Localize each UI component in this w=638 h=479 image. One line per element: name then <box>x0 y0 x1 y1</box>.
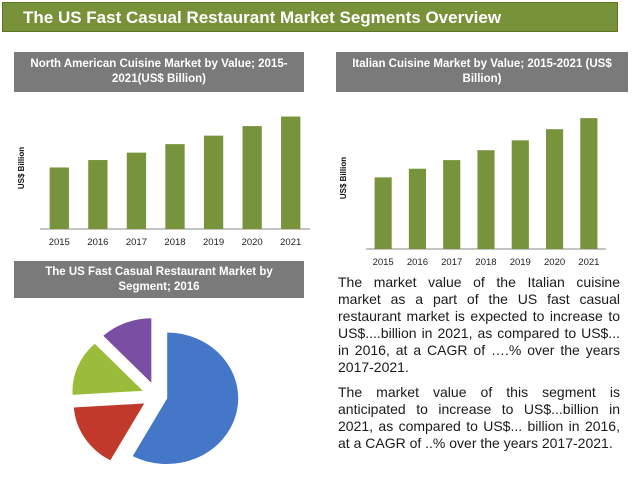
page-title: The US Fast Casual Restaurant Market Seg… <box>2 2 618 32</box>
north-american-chart-title: North American Cuisine Market by Value; … <box>14 52 304 92</box>
italian-bar-2019 <box>511 140 529 249</box>
north-american-y-axis-label: US$ Billion <box>17 147 26 189</box>
pie-slice-3 <box>71 342 146 396</box>
italian-tick-label: 2021 <box>578 257 599 268</box>
north-american-tick-label: 2016 <box>87 237 108 248</box>
segment-pie-chart <box>71 317 240 466</box>
north-american-bar-2018 <box>165 144 185 229</box>
segment-growth-description: The market value of this segment is anti… <box>338 384 620 451</box>
italian-bar-2017 <box>443 160 461 249</box>
italian-bar-2016 <box>408 168 426 249</box>
italian-bar-2018 <box>477 150 495 249</box>
italian-tick-label: 2016 <box>407 257 428 268</box>
north-american-bar-chart: 2015 2016 2017 2018 2019 2020 2021 US$ Billion <box>17 116 310 248</box>
italian-y-axis-label: US$ Billion <box>339 157 348 199</box>
italian-market-description: The market value of the Italian cuisine … <box>338 274 620 375</box>
north-american-bar-2019 <box>203 135 224 229</box>
italian-tick-label: 2019 <box>510 257 531 268</box>
north-american-tick-label: 2015 <box>49 237 70 248</box>
north-american-tick-label: 2021 <box>280 237 301 248</box>
italian-tick-label: 2017 <box>441 257 462 268</box>
north-american-tick-label: 2017 <box>126 237 147 248</box>
north-american-bar-2017 <box>126 152 147 229</box>
italian-bar-2015 <box>374 177 392 249</box>
pie-slice-2 <box>72 402 147 462</box>
segment-chart-title: The US Fast Casual Restaurant Market by … <box>14 261 304 298</box>
italian-tick-label: 2020 <box>544 257 565 268</box>
north-american-bar-2016 <box>88 160 108 229</box>
north-american-tick-label: 2018 <box>164 237 185 248</box>
north-american-tick-label: 2019 <box>203 237 224 248</box>
north-american-bar-2015 <box>49 167 69 229</box>
north-american-bar-2021 <box>281 116 301 229</box>
italian-tick-label: 2015 <box>373 257 394 268</box>
pie-slice-1 <box>131 331 240 466</box>
italian-chart-title: Italian Cuisine Market by Value; 2015-20… <box>336 52 628 92</box>
pie-slice-4 <box>101 317 153 386</box>
italian-bar-chart: 2015 2016 2017 2018 2019 2020 2021 US$ Billion <box>339 118 606 268</box>
north-american-tick-label: 2020 <box>242 237 263 248</box>
north-american-bar-2020 <box>242 126 262 229</box>
italian-tick-label: 2018 <box>475 257 496 268</box>
italian-bar-2021 <box>580 118 598 250</box>
italian-bar-2020 <box>546 129 564 249</box>
